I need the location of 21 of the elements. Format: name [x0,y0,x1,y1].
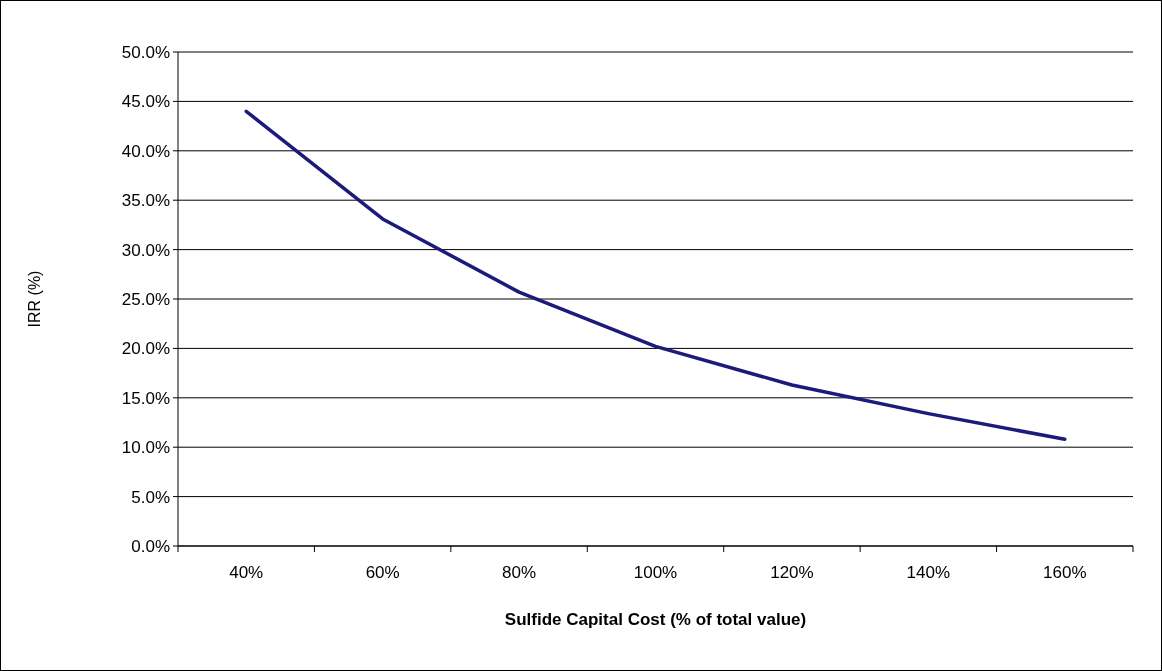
y-tick-label: 0.0% [131,536,170,556]
y-tick-label: 40.0% [121,141,170,161]
y-tick-label: 45.0% [121,92,170,112]
x-tick-label: 120% [770,563,814,582]
y-tick-label: 30.0% [121,240,170,260]
x-tick-label: 60% [365,563,400,582]
y-tick-label: 15.0% [121,388,170,408]
x-tick-label: 80% [502,563,537,582]
x-tick-label: 40% [229,563,264,582]
y-tick-label: 5.0% [131,487,170,507]
y-tick-label: 50.0% [121,42,170,62]
y-tick-label: 35.0% [121,191,170,211]
x-axis-title: Sulfide Capital Cost (% of total value) [504,610,807,629]
line-series [244,109,1067,442]
y-axis-title: IRR (%) [26,270,43,328]
x-tick-label: 100% [633,563,678,582]
x-tick-label: 140% [906,563,951,582]
x-tick-label: 160% [1043,563,1087,582]
y-tick-label: 20.0% [121,339,170,359]
y-tick-label: 25.0% [121,289,170,309]
y-tick-label: 10.0% [121,438,170,458]
